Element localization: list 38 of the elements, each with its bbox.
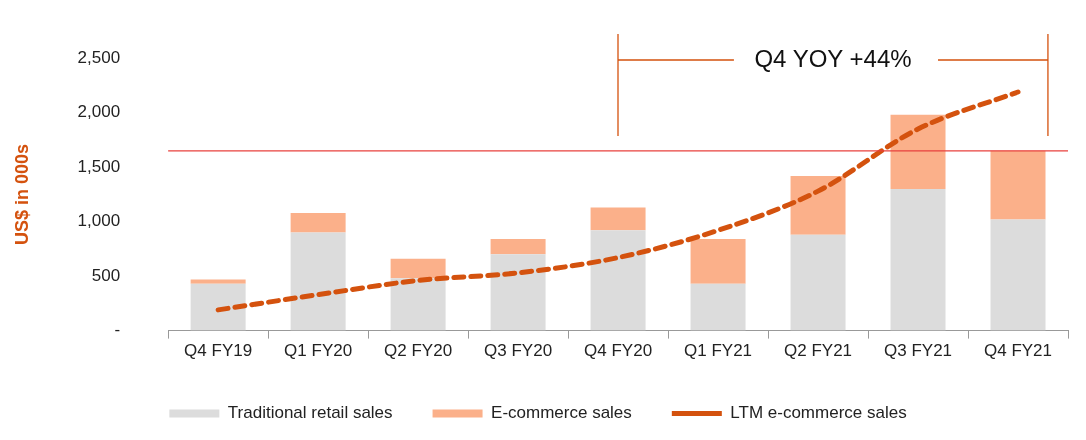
x-tick-label: Q3 FY21 (884, 341, 953, 361)
bar (590, 230, 646, 331)
x-tick-label: Q2 FY21 (784, 341, 853, 361)
y-tick-label: 1,500 (77, 156, 121, 176)
y-tick-label: - (114, 320, 121, 340)
bar (790, 175, 846, 235)
x-tick-label: Q1 FY21 (684, 341, 753, 361)
y-axis-title: US$ in 000s (11, 143, 32, 245)
bar (890, 188, 946, 331)
bar (990, 150, 1046, 220)
x-tick-label: Q4 FY19 (184, 341, 253, 361)
x-tick-label: Q4 FY20 (584, 341, 653, 361)
bar (190, 279, 246, 284)
bar (590, 207, 646, 231)
bar (390, 278, 446, 331)
legend-label: LTM e-commerce sales (730, 403, 907, 423)
bar (490, 239, 546, 255)
bar (390, 258, 446, 279)
bar (790, 234, 846, 331)
y-tick-label: 1,000 (77, 211, 121, 231)
bar (690, 283, 746, 331)
legend-label: E-commerce sales (491, 403, 632, 423)
bar (190, 283, 246, 331)
bar (290, 232, 346, 331)
legend-label: Traditional retail sales (227, 403, 393, 423)
bar (990, 219, 1046, 331)
annotation: Q4 YOY +44% (754, 44, 912, 72)
bar (690, 239, 746, 284)
x-tick-label: Q4 FY21 (983, 341, 1053, 361)
bar (890, 114, 946, 189)
bar (490, 254, 546, 331)
x-tick-label: Q2 FY20 (384, 341, 453, 361)
y-tick-label: 2,000 (77, 102, 121, 122)
y-tick-label: 500 (91, 265, 121, 285)
x-tick-label: Q1 FY20 (284, 341, 353, 361)
bar (290, 212, 346, 233)
x-tick-label: Q3 FY20 (484, 341, 553, 361)
y-tick-label: 2,500 (77, 47, 121, 67)
